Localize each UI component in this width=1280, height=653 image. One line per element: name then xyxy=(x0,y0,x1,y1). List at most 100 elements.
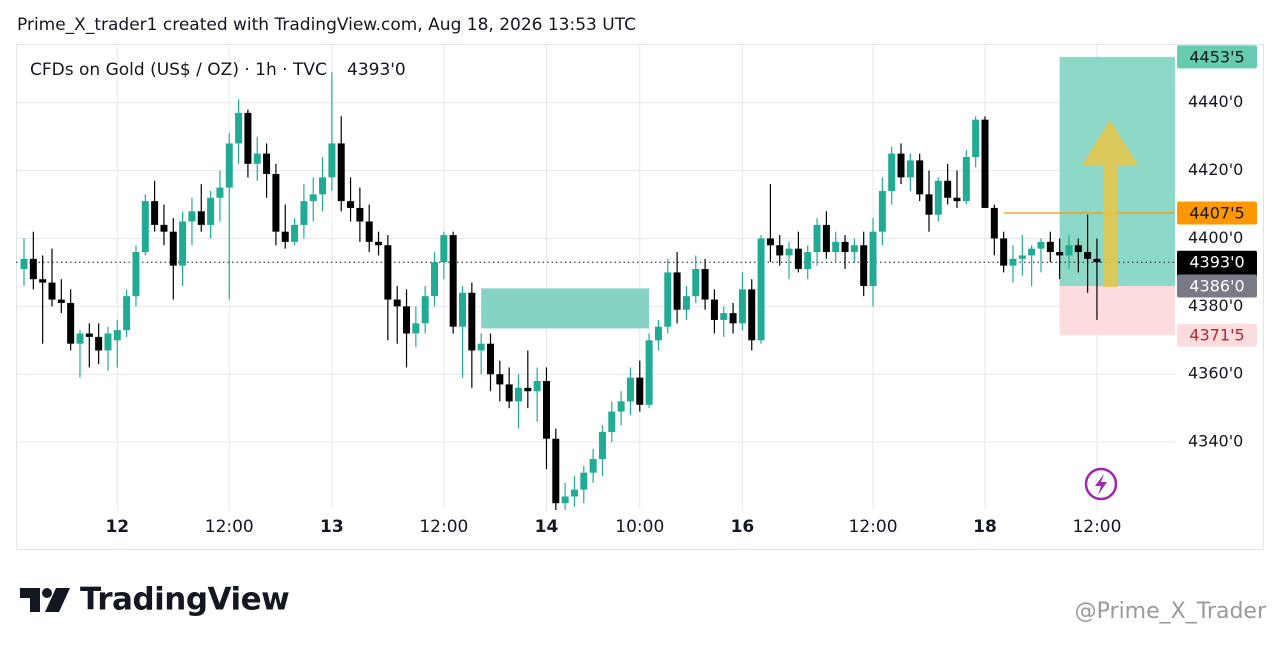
price-marker-label: 4453'5 xyxy=(1189,47,1244,66)
candle-body xyxy=(459,292,467,327)
candle-body xyxy=(132,252,140,297)
candle-body xyxy=(48,282,56,300)
candle-body xyxy=(67,302,75,344)
y-tick-label: 4400'0 xyxy=(1188,228,1243,247)
candle-body xyxy=(626,377,634,402)
candle-body xyxy=(85,333,93,337)
candle-body xyxy=(449,235,457,327)
watermark: @Prime_X_Trader xyxy=(1075,599,1267,624)
candle-body xyxy=(160,224,168,232)
candle-body xyxy=(1028,248,1036,256)
candle-body xyxy=(365,221,373,242)
x-tick-label: 12 xyxy=(105,517,129,537)
chart-title: CFDs on Gold (US$ / OZ) · 1h · TVC xyxy=(30,60,327,80)
candle-body xyxy=(561,496,569,504)
candle-body xyxy=(272,173,280,232)
candle-body xyxy=(412,323,420,334)
candle-body xyxy=(664,272,672,327)
price-marker xyxy=(1177,323,1257,347)
candle-body xyxy=(1037,241,1045,249)
candle-body xyxy=(570,489,578,497)
credit: Prime_X_trader1 created with TradingView… xyxy=(17,15,636,35)
price-marker xyxy=(1177,45,1257,69)
price-marker xyxy=(1177,274,1257,298)
candle-body xyxy=(785,248,793,256)
candle-body xyxy=(953,197,961,202)
lightning-icon xyxy=(1084,467,1118,501)
candle-body xyxy=(95,336,103,351)
candle-body xyxy=(832,241,840,253)
candle-body xyxy=(496,374,504,385)
candle-body xyxy=(962,157,970,202)
candle-body xyxy=(981,119,989,208)
position-loss xyxy=(1059,285,1175,336)
x-tick-label: 10:00 xyxy=(615,517,664,537)
y-tick-label: 4360'0 xyxy=(1188,364,1243,383)
candle-body xyxy=(1046,241,1054,253)
brand: TradingView xyxy=(80,582,289,618)
candle-body xyxy=(169,231,177,266)
candle-body xyxy=(682,296,690,310)
candle-body xyxy=(776,245,784,256)
lightning-bolt xyxy=(1095,474,1107,495)
candle-body xyxy=(384,245,392,300)
candle-body xyxy=(337,143,345,202)
candle-body xyxy=(207,197,215,225)
candle-body xyxy=(113,330,121,341)
candle-body xyxy=(244,112,252,164)
candle-body xyxy=(300,201,308,225)
candle-body xyxy=(878,190,886,232)
candle-body xyxy=(822,224,830,253)
candle-body xyxy=(57,299,65,303)
candle-body xyxy=(860,245,868,286)
price-marker xyxy=(1177,201,1257,225)
candle-body xyxy=(431,262,439,297)
candle-body xyxy=(654,326,662,341)
candle-body xyxy=(1009,258,1017,266)
price-marker-label: 4371'5 xyxy=(1189,326,1244,345)
candle-body xyxy=(1074,245,1082,253)
candle-body xyxy=(281,231,289,242)
candle-body xyxy=(235,112,243,144)
candle-body xyxy=(291,224,299,242)
candle-body xyxy=(487,343,494,375)
candle-body xyxy=(347,201,355,208)
candle-body xyxy=(636,377,644,405)
candle-body xyxy=(766,238,774,246)
candle-body xyxy=(225,143,233,188)
y-tick-label: 4440'0 xyxy=(1188,92,1243,111)
candle-body xyxy=(552,438,560,504)
candle-body xyxy=(645,340,653,405)
candle-body xyxy=(141,201,149,253)
candle-body xyxy=(701,269,709,300)
arrow xyxy=(1082,120,1138,287)
x-tick-label: 12:00 xyxy=(205,517,254,537)
price-marker-label: 4393'0 xyxy=(1189,253,1244,272)
candle-body xyxy=(906,160,914,178)
candle-body xyxy=(319,177,327,195)
candle-body xyxy=(598,431,606,460)
candle-body xyxy=(514,387,522,402)
candle-body xyxy=(375,241,383,246)
candle-body xyxy=(403,306,411,334)
candle-body xyxy=(393,299,401,307)
price-marker-label: 4386'0 xyxy=(1189,276,1244,295)
x-tick-label: 12:00 xyxy=(849,517,898,537)
candle-body xyxy=(188,211,196,222)
candle-body xyxy=(328,143,336,178)
title-price: 4393'0 xyxy=(347,60,406,80)
x-tick-label: 18 xyxy=(973,517,997,537)
candle-body xyxy=(542,381,550,439)
candle-body xyxy=(505,384,513,402)
candle-body xyxy=(29,258,37,280)
candle-body xyxy=(20,258,28,270)
candle-body xyxy=(1065,245,1073,256)
candle-body xyxy=(972,119,980,158)
candle-body xyxy=(197,211,205,225)
candle-body xyxy=(309,194,317,202)
candle-body xyxy=(710,299,718,320)
candle-body xyxy=(1084,252,1092,259)
candle-body xyxy=(757,238,765,341)
